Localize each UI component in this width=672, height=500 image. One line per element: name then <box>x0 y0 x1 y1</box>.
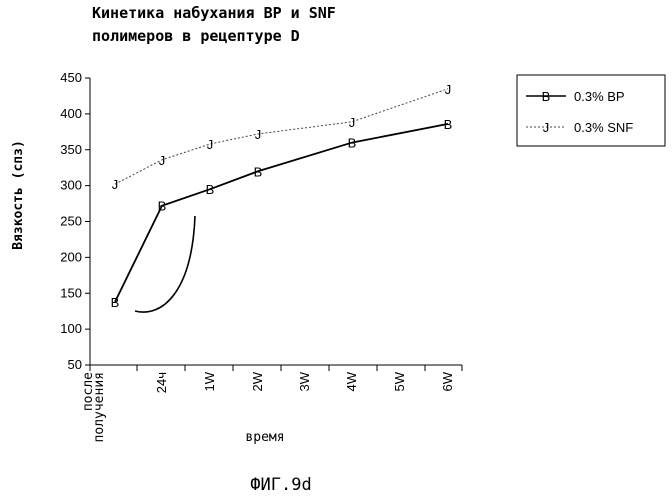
x-tick-label: 2W <box>250 371 265 391</box>
legend-box <box>517 75 665 146</box>
data-point-marker: J <box>112 177 119 192</box>
y-axis-label: Вязкость (спз) <box>11 140 26 250</box>
data-point-marker: J <box>159 153 166 168</box>
x-tick-label: 3W <box>297 371 312 391</box>
data-point-marker: B <box>111 295 120 310</box>
x-tick-label: получения <box>92 372 107 442</box>
x-tick-label: 24ч <box>154 372 169 393</box>
data-point-marker: J <box>255 127 262 142</box>
hand-drawn-arc <box>135 216 195 312</box>
data-point-marker: B <box>206 182 215 197</box>
data-point-marker: J <box>349 115 356 130</box>
y-tick-label: 200 <box>60 249 82 264</box>
data-point-marker: B <box>158 199 167 214</box>
data-point-marker: J <box>445 82 452 97</box>
x-tick-label: 5W <box>392 371 407 391</box>
legend-marker-1: J <box>543 120 550 135</box>
y-tick-label: 300 <box>60 178 82 193</box>
y-tick-label: 450 <box>60 70 82 85</box>
series-line-1 <box>115 89 448 184</box>
data-point-marker: B <box>444 117 453 132</box>
y-ticks: 50 100 150 200 250 300 350 400 450 <box>60 70 90 372</box>
chart-title-line1: Кинетика набухания BP и SNF <box>92 4 336 22</box>
plot-axes <box>90 78 462 365</box>
legend-label-1: 0.3% SNF <box>574 120 633 135</box>
y-tick-label: 250 <box>60 214 82 229</box>
legend: B 0.3% BP J 0.3% SNF <box>517 75 665 146</box>
y-tick-label: 50 <box>68 357 82 372</box>
data-point-marker: J <box>207 137 214 152</box>
data-point-marker: B <box>254 164 263 179</box>
x-tick-label: 4W <box>344 371 359 391</box>
x-tick-label: 6W <box>440 371 455 391</box>
x-tick-label: 1W <box>202 371 217 391</box>
y-tick-label: 400 <box>60 106 82 121</box>
figure-caption: ФИГ.9d <box>250 475 311 495</box>
data-point-marker: B <box>348 136 357 151</box>
series-markers: BBBBBBJJJJJJ <box>111 82 453 310</box>
chart-title-line2: полимеров в рецептуре D <box>92 27 300 45</box>
y-tick-label: 100 <box>60 321 82 336</box>
legend-items: B 0.3% BP J 0.3% SNF <box>526 89 633 135</box>
legend-marker-0: B <box>542 89 551 104</box>
legend-label-0: 0.3% BP <box>574 89 625 104</box>
y-tick-label: 150 <box>60 285 82 300</box>
y-tick-label: 350 <box>60 142 82 157</box>
series-lines <box>115 89 448 302</box>
x-axis-label: время <box>245 430 284 445</box>
